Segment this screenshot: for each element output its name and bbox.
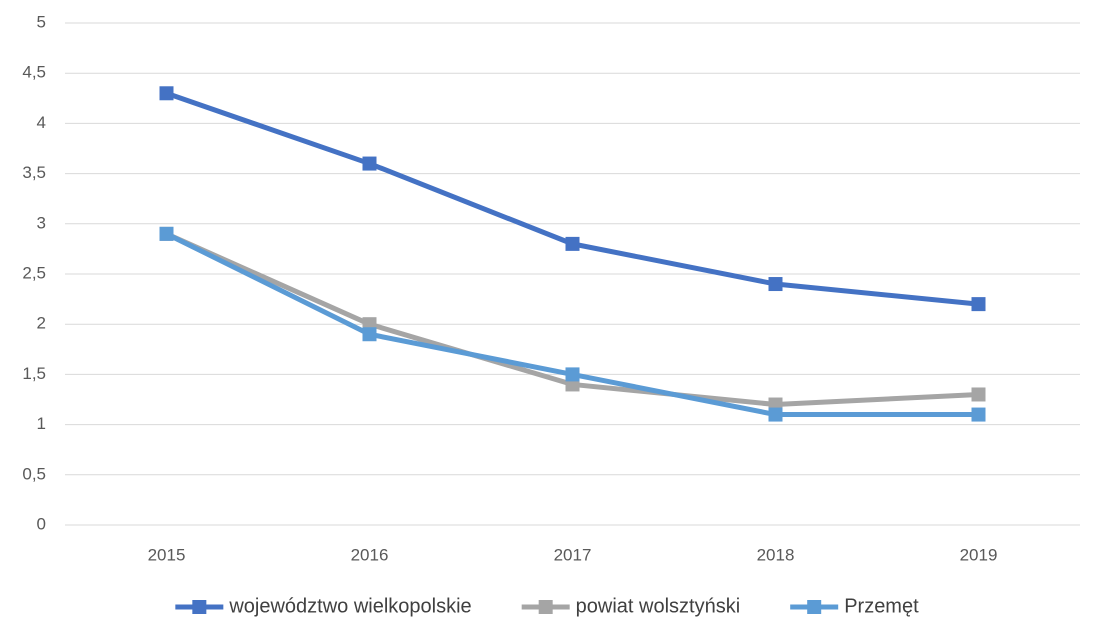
- x-tick-label: 2017: [554, 545, 592, 564]
- y-tick-label: 3: [37, 213, 46, 232]
- point-marker: [768, 407, 783, 422]
- y-tick-label: 4: [37, 113, 46, 132]
- y-tick-label: 0: [37, 514, 46, 533]
- point-marker: [362, 327, 377, 342]
- y-tick-label: 0,5: [22, 464, 46, 483]
- y-tick-label: 1,5: [22, 364, 46, 383]
- x-tick-label: 2018: [757, 545, 795, 564]
- y-tick-label: 2,5: [22, 263, 46, 282]
- legend-label: województwo wielkopolskie: [228, 595, 471, 617]
- point-marker: [971, 407, 986, 422]
- point-marker: [768, 277, 783, 292]
- y-tick-label: 2: [37, 314, 46, 333]
- legend-label: powiat wolsztyński: [576, 595, 741, 617]
- legend-marker: [807, 600, 822, 614]
- point-marker: [971, 387, 986, 402]
- y-tick-label: 1: [37, 414, 46, 433]
- x-tick-label: 2016: [351, 545, 389, 564]
- point-marker: [971, 297, 986, 312]
- point-marker: [159, 86, 174, 101]
- y-tick-label: 5: [37, 12, 46, 31]
- legend-marker: [538, 600, 553, 614]
- point-marker: [565, 367, 580, 382]
- x-tick-label: 2015: [148, 545, 186, 564]
- legend-marker: [192, 600, 207, 614]
- legend-label: Przemęt: [844, 595, 919, 617]
- series-line: [165, 90, 979, 307]
- point-marker: [565, 236, 580, 251]
- point-marker: [362, 156, 377, 171]
- y-tick-label: 4,5: [22, 63, 46, 82]
- y-tick-label: 3,5: [22, 163, 46, 182]
- x-tick-label: 2019: [960, 545, 998, 564]
- point-marker: [159, 226, 174, 241]
